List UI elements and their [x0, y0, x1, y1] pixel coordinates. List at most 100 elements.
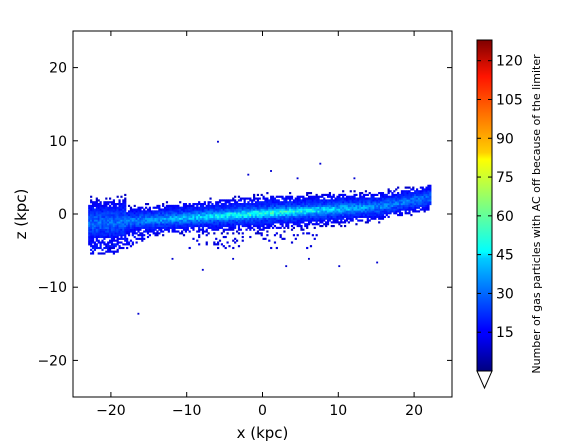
heatmap-cell [196, 210, 199, 213]
heatmap-cell [328, 192, 332, 195]
heatmap-cell [355, 214, 358, 217]
heatmap-cell [139, 210, 142, 213]
heatmap-cell [184, 223, 187, 226]
heatmap-cell [122, 237, 125, 240]
heatmap-cell [306, 212, 309, 215]
heatmap-cell [319, 215, 322, 218]
heatmap-cell [156, 212, 159, 215]
heatmap-cell [160, 224, 163, 228]
heatmap-cell [186, 215, 189, 218]
heatmap-cell [285, 203, 288, 206]
heatmap-cell [315, 210, 318, 213]
heatmap-cell [205, 223, 208, 226]
heatmap-cell [383, 203, 386, 206]
heatmap-cell [107, 230, 110, 233]
heatmap-cell [287, 215, 290, 218]
heatmap-cell [258, 206, 261, 209]
heatmap-cell [196, 204, 199, 207]
heatmap-cell [148, 215, 151, 218]
heatmap-cell [279, 212, 282, 215]
heatmap-cell [228, 224, 231, 228]
heatmap-cell [247, 219, 250, 222]
heatmap-cell [256, 212, 259, 215]
heatmap-cell [101, 215, 104, 218]
heatmap-cell [281, 221, 284, 224]
heatmap-cell [110, 239, 114, 242]
heatmap-cell [95, 212, 98, 215]
heatmap-cell [270, 201, 273, 204]
heatmap-cell [205, 221, 208, 224]
heatmap-cell [290, 208, 294, 211]
heatmap-cell [173, 224, 176, 228]
heatmap-cell [99, 206, 102, 209]
heatmap-cell [279, 221, 282, 224]
heatmap-cell [326, 214, 330, 217]
heatmap-cell [311, 214, 314, 217]
heatmap-cell [323, 223, 326, 226]
heatmap-cell [317, 217, 320, 220]
heatmap-cell [321, 193, 324, 196]
heatmap-cell [298, 214, 301, 217]
heatmap-cell [366, 214, 369, 217]
heatmap-cell [298, 195, 301, 198]
heatmap-cell [400, 208, 404, 211]
heatmap-cell [425, 186, 428, 189]
heatmap-cell [116, 239, 119, 242]
heatmap-cell [406, 190, 409, 193]
heatmap-cell [366, 204, 369, 207]
heatmap-cell [408, 203, 411, 206]
heatmap-cell [162, 226, 165, 229]
heatmap-cell [232, 239, 235, 242]
heatmap-cell [410, 193, 413, 196]
heatmap-cell [306, 201, 309, 204]
heatmap-cell [368, 210, 371, 213]
heatmap-cell [290, 228, 294, 231]
heatmap-cell [345, 195, 349, 198]
heatmap-cell [391, 204, 394, 207]
heatmap-cell [114, 228, 117, 231]
heatmap-cell [118, 215, 121, 218]
heatmap-cell [423, 188, 426, 191]
heatmap-cell [116, 219, 119, 222]
heatmap-cell [88, 239, 91, 242]
heatmap-cell [378, 210, 381, 213]
heatmap-cell [217, 243, 220, 246]
heatmap-cell [423, 190, 426, 193]
heatmap-cell [251, 217, 254, 220]
heatmap-cell [285, 265, 288, 268]
heatmap-cell [353, 203, 356, 206]
heatmap-cell [129, 214, 133, 217]
heatmap-cell [273, 217, 277, 220]
heatmap-cell [192, 203, 195, 206]
heatmap-cell [277, 219, 280, 222]
heatmap-cell [317, 206, 320, 209]
heatmap-cell [307, 212, 311, 215]
heatmap-cell [311, 203, 314, 206]
heatmap-cell [321, 195, 324, 198]
heatmap-cell [289, 197, 292, 200]
heatmap-cell [281, 204, 284, 207]
heatmap-cell [222, 235, 225, 239]
heatmap-cell [296, 224, 299, 228]
y-tick-label: −20 [37, 353, 67, 369]
heatmap-cell [385, 210, 388, 213]
heatmap-cell [340, 199, 343, 202]
heatmap-cell [156, 221, 159, 224]
heatmap-cell [90, 243, 93, 246]
heatmap-cell [247, 203, 250, 206]
heatmap-cell [387, 201, 390, 204]
heatmap-cell [292, 221, 296, 224]
heatmap-cell [275, 215, 278, 218]
heatmap-cell [118, 210, 121, 213]
heatmap-cell [188, 206, 191, 209]
heatmap-cell [359, 203, 362, 206]
y-axis-label: z (kpc) [12, 189, 30, 240]
heatmap-cell [387, 206, 390, 209]
heatmap-cell [419, 203, 422, 206]
heatmap-cell [230, 217, 233, 220]
heatmap-cell [190, 210, 193, 213]
heatmap-cell [150, 219, 153, 222]
heatmap-cell [419, 195, 422, 198]
heatmap-cell [131, 234, 134, 237]
heatmap-cell [381, 199, 385, 202]
